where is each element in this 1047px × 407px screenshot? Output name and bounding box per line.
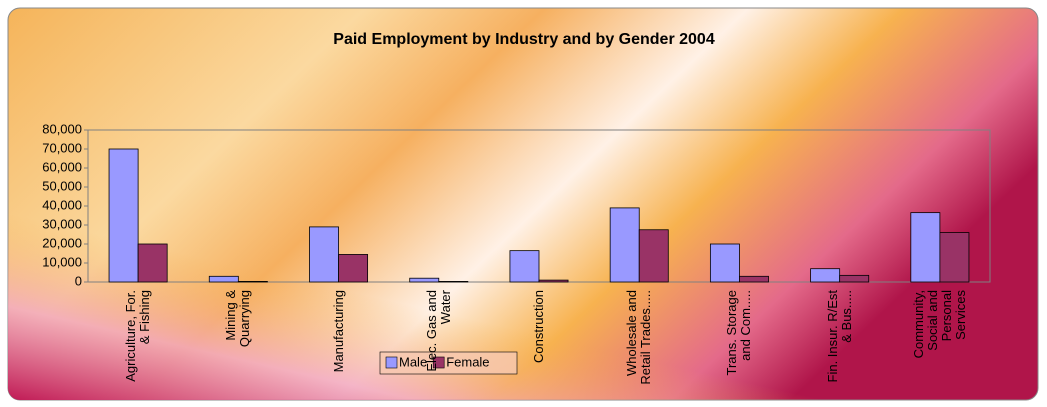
y-tick-label: 30,000: [42, 216, 82, 231]
bar: [237, 281, 268, 283]
bar: [509, 250, 540, 283]
bar: [108, 148, 139, 283]
bar: [839, 274, 870, 283]
legend-label: Male: [399, 354, 427, 369]
x-tick-label: Agriculture, For. & Fishing: [123, 290, 153, 382]
y-tick-label: 10,000: [42, 254, 82, 269]
x-tick-label: Community, Social and Personal Services: [910, 290, 968, 359]
chart-background-overlay: [8, 8, 1038, 400]
x-tick-label: Construction: [531, 290, 546, 363]
bar: [810, 268, 841, 283]
y-tick-label: 40,000: [42, 197, 82, 212]
y-tick-label: 70,000: [42, 140, 82, 155]
legend-label: Female: [446, 354, 489, 369]
legend-box: [379, 351, 518, 375]
x-tick-label: Manufacturing: [330, 290, 346, 373]
y-tick-label: 0: [75, 273, 82, 288]
bar: [137, 243, 168, 283]
bar: [309, 226, 339, 283]
x-tick-label: Elec. Gas and Water: [423, 290, 453, 372]
x-tick-label: Mining & Quarrying: [223, 290, 253, 348]
y-tick-label: 20,000: [42, 235, 82, 250]
bar: [910, 212, 941, 283]
bar: [939, 232, 970, 283]
legend-swatch: [385, 356, 398, 369]
bar: [409, 277, 440, 283]
bar: [739, 275, 769, 283]
bar: [538, 279, 569, 283]
bar: [709, 243, 740, 283]
legend-swatch: [432, 356, 445, 369]
chart-title: Paid Employment by Industry and by Gende…: [333, 31, 715, 48]
y-tick-label: 80,000: [42, 121, 82, 136]
y-tick-label: 50,000: [42, 178, 82, 193]
y-tick-label: 60,000: [42, 159, 82, 174]
x-tick-label: Trans. Storage and Com.....: [724, 290, 754, 376]
bar: [438, 281, 469, 283]
x-tick-label: Wholesale and Retail Trades.....: [624, 290, 654, 385]
bar: [208, 275, 239, 283]
x-tick-label: Fin. Insur. R/Est & Bus.....: [824, 290, 854, 383]
bar: [609, 207, 640, 283]
bar: [338, 254, 369, 283]
bar: [638, 229, 669, 283]
